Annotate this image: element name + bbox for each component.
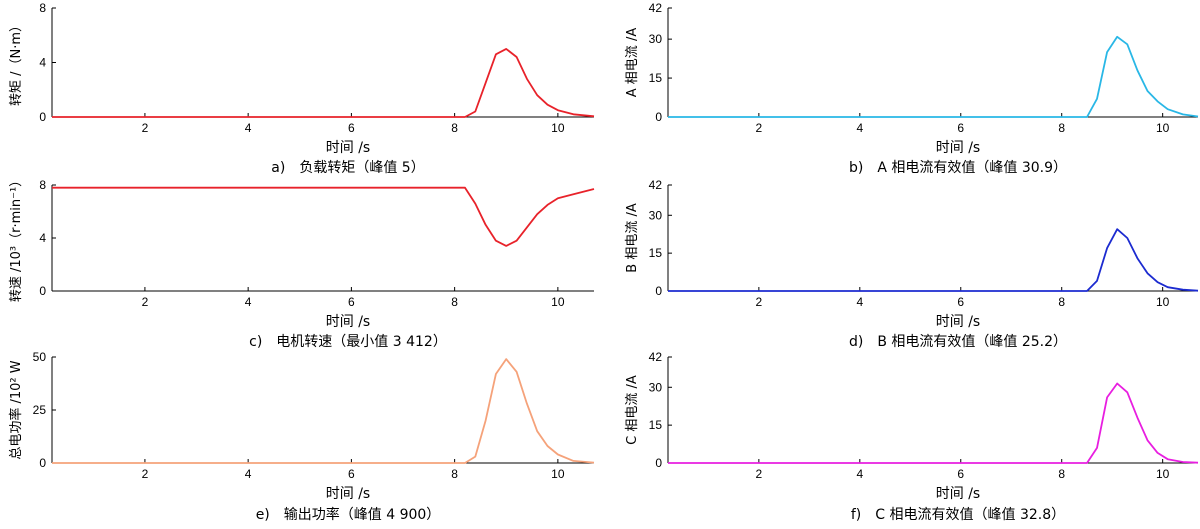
y-tick-label: 30 — [649, 32, 663, 46]
y-tick-label: 0 — [655, 456, 662, 470]
y-tick-label: 15 — [649, 246, 663, 260]
figure-caption: e) 输出功率（峰值 4 900） — [256, 506, 441, 523]
x-tick-label: 2 — [756, 467, 763, 481]
y-tick-label: 15 — [649, 418, 663, 432]
series-line — [668, 228, 1199, 292]
x-tick-label: 6 — [348, 295, 355, 309]
chart-panel-6: 2 4 6 8 10 0 15 30 42 时间 /s C 相电流 /A f) C 相电流有效值（峰值… — [625, 350, 1199, 523]
y-tick-label: 25 — [33, 403, 47, 417]
y-axis-label: B 相电流 /A — [625, 203, 640, 273]
y-axis-label: A 相电流 /A — [625, 28, 640, 98]
x-tick-label: 8 — [1058, 295, 1065, 309]
y-tick-label: 0 — [39, 110, 46, 124]
x-tick-label: 4 — [245, 467, 252, 481]
chart-panel-5: 2 4 6 8 10 0 25 50 时间 /s 总电功率 /10² W e) 输出功率（峰值 4 … — [8, 350, 595, 523]
y-tick-label: 0 — [39, 284, 46, 298]
x-tick-label: 10 — [1156, 467, 1170, 481]
y-tick-label: 30 — [649, 208, 663, 222]
x-axis-label: 时间 /s — [326, 486, 370, 502]
y-tick-label: 4 — [39, 56, 46, 70]
x-tick-label: 8 — [1058, 467, 1065, 481]
x-tick-label: 8 — [451, 467, 458, 481]
x-tick-label: 4 — [856, 467, 863, 481]
y-tick-label: 0 — [655, 110, 662, 124]
x-tick-label: 4 — [245, 295, 252, 309]
figure-caption: f) C 相电流有效值（峰值 32.8） — [851, 507, 1065, 523]
y-axis-label: 转速 /10³（r·min⁻¹） — [9, 174, 24, 302]
x-tick-label: 4 — [856, 295, 863, 309]
x-axis-label: 时间 /s — [326, 314, 370, 330]
y-tick-label: 0 — [39, 456, 46, 470]
x-tick-label: 2 — [142, 467, 149, 481]
series-line — [668, 35, 1199, 118]
x-axis-label: 时间 /s — [936, 486, 980, 502]
x-tick-label: 6 — [957, 467, 964, 481]
figure-caption: b) A 相电流有效值（峰值 30.9） — [849, 160, 1067, 176]
y-tick-label: 50 — [33, 350, 47, 364]
chart-panel-4: 2 4 6 8 10 0 15 30 42 时间 /s B 相电流 /A d) B 相电流有效值（峰值… — [625, 178, 1199, 350]
x-tick-label: 8 — [451, 295, 458, 309]
x-tick-label: 6 — [348, 121, 355, 135]
series-line — [668, 382, 1199, 464]
x-axis-label: 时间 /s — [936, 314, 980, 330]
x-tick-label: 2 — [756, 295, 763, 309]
y-axis-label: 转矩 /（N·m） — [9, 19, 24, 106]
series-line — [52, 186, 595, 247]
y-axis-label: C 相电流 /A — [625, 375, 640, 445]
y-tick-label: 42 — [649, 178, 663, 192]
figure-caption: c) 电机转速（最小值 3 412） — [249, 334, 447, 350]
y-axis-label: 总电功率 /10² W — [8, 360, 24, 459]
chart-panel-3: 2 4 6 8 10 0 4 8 时间 /s 转速 /10³（r·min⁻¹） c) 电机转速（最小… — [9, 174, 595, 350]
x-tick-label: 4 — [245, 121, 252, 135]
x-tick-label: 6 — [957, 121, 964, 135]
series-line — [52, 358, 595, 464]
x-tick-label: 2 — [756, 121, 763, 135]
series-line — [52, 48, 595, 118]
x-tick-label: 6 — [957, 295, 964, 309]
y-tick-label: 8 — [39, 1, 46, 15]
y-tick-label: 30 — [649, 380, 663, 394]
x-tick-label: 8 — [451, 121, 458, 135]
y-tick-label: 15 — [649, 71, 663, 85]
x-tick-label: 2 — [142, 295, 149, 309]
x-tick-label: 10 — [551, 121, 565, 135]
chart-panel-1: 2 4 6 8 10 0 4 8 时间 /s 转矩 /（N·m） a) 负载转矩（峰值 5） — [9, 1, 595, 176]
y-tick-label: 4 — [39, 231, 46, 245]
x-tick-label: 2 — [142, 121, 149, 135]
x-tick-label: 10 — [1156, 121, 1170, 135]
x-tick-label: 4 — [856, 121, 863, 135]
y-tick-label: 8 — [39, 178, 46, 192]
figure-caption: d) B 相电流有效值（峰值 25.2） — [849, 334, 1067, 350]
y-tick-label: 42 — [649, 350, 663, 364]
figure-caption: a) 负载转矩（峰值 5） — [271, 160, 424, 176]
x-tick-label: 10 — [1156, 295, 1170, 309]
x-axis-label: 时间 /s — [326, 140, 370, 156]
x-axis-label: 时间 /s — [936, 140, 980, 156]
y-tick-label: 42 — [649, 1, 663, 15]
x-tick-label: 10 — [551, 295, 565, 309]
chart-panel-2: 2 4 6 8 10 0 15 30 42 时间 /s A 相电流 /A b) A 相电流有效值（峰值… — [625, 1, 1199, 176]
y-tick-label: 0 — [655, 284, 662, 298]
x-tick-label: 8 — [1058, 121, 1065, 135]
x-tick-label: 10 — [551, 467, 565, 481]
x-tick-label: 6 — [348, 467, 355, 481]
